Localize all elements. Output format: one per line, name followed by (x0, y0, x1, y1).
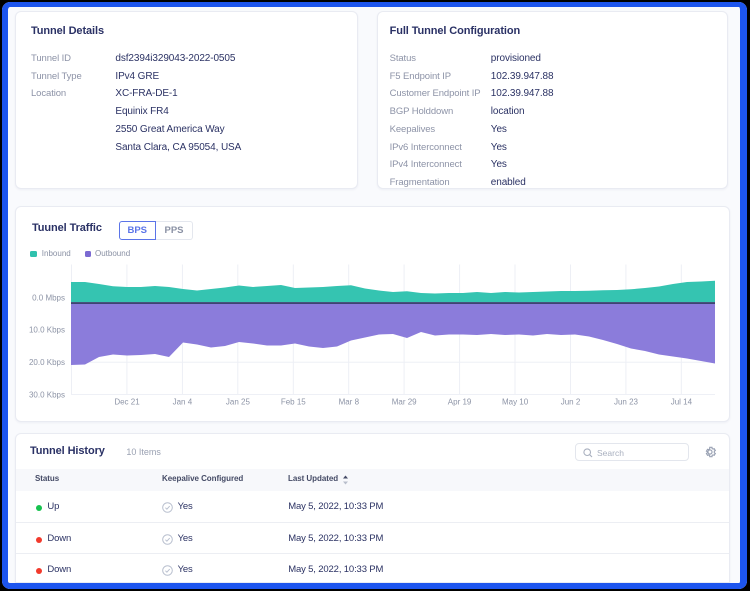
svg-text:Dec 21: Dec 21 (114, 397, 140, 406)
svg-text:20.0 Kbps: 20.0 Kbps (29, 358, 65, 367)
svg-text:Apr 19: Apr 19 (448, 397, 472, 406)
svg-text:Jun 23: Jun 23 (614, 397, 639, 406)
svg-text:Jan 25: Jan 25 (226, 397, 251, 406)
svg-text:Mar 8: Mar 8 (339, 397, 360, 406)
svg-text:Jul 14: Jul 14 (671, 397, 693, 406)
svg-text:Mar 29: Mar 29 (392, 397, 417, 406)
svg-text:Jun 2: Jun 2 (561, 397, 581, 406)
svg-text:May 10: May 10 (502, 397, 529, 406)
svg-text:Feb 15: Feb 15 (281, 397, 306, 406)
svg-text:Jan 4: Jan 4 (173, 397, 193, 406)
svg-text:10.0 Kbps: 10.0 Kbps (29, 326, 65, 335)
svg-text:30.0 Kbps: 30.0 Kbps (29, 390, 65, 399)
svg-text:0.0 Mbps: 0.0 Mbps (32, 293, 65, 302)
